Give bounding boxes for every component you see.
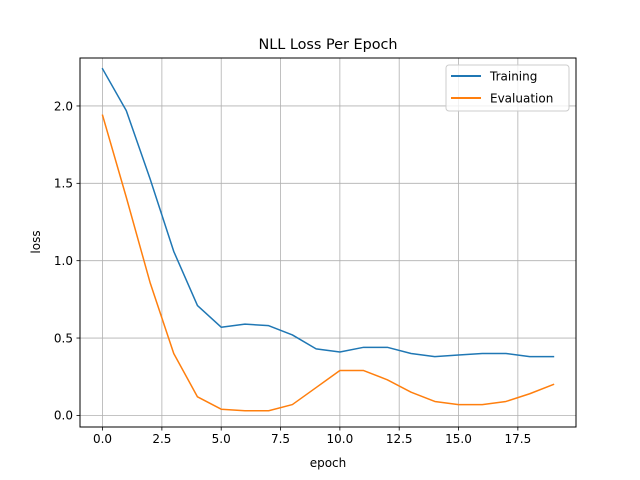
series-line-training <box>101 67 555 358</box>
x-tick-label: 5.0 <box>212 432 231 446</box>
x-tick-label: 7.5 <box>271 432 290 446</box>
y-tick-label: 0.0 <box>54 409 73 423</box>
y-axis-label: loss <box>29 230 43 253</box>
legend: Training Evaluation <box>445 64 570 112</box>
series-layer <box>101 67 555 412</box>
series-line-evaluation <box>101 114 555 412</box>
x-tick-label: 17.5 <box>504 432 531 446</box>
legend-label-training: Training <box>489 70 537 84</box>
y-tick-label: 1.5 <box>54 177 73 191</box>
x-tick-label: 2.5 <box>152 432 171 446</box>
x-tick-label: 15.0 <box>445 432 472 446</box>
x-tick-label: 12.5 <box>386 432 413 446</box>
x-tick-label: 0.0 <box>93 432 112 446</box>
y-tick-label: 0.5 <box>54 331 73 345</box>
chart-title: NLL Loss Per Epoch <box>258 37 397 53</box>
legend-label-evaluation: Evaluation <box>490 92 553 106</box>
plot-frame <box>79 57 577 428</box>
x-axis-label: epoch <box>310 456 347 470</box>
grid <box>80 58 576 427</box>
y-tick-label: 2.0 <box>54 99 73 113</box>
y-tick-label: 1.0 <box>54 254 73 268</box>
y-axis: 0.0 0.5 1.0 1.5 2.0 <box>54 99 80 423</box>
x-axis: 0.0 2.5 5.0 7.5 10.0 12.5 15.0 17.5 <box>93 427 531 446</box>
x-tick-label: 10.0 <box>327 432 354 446</box>
